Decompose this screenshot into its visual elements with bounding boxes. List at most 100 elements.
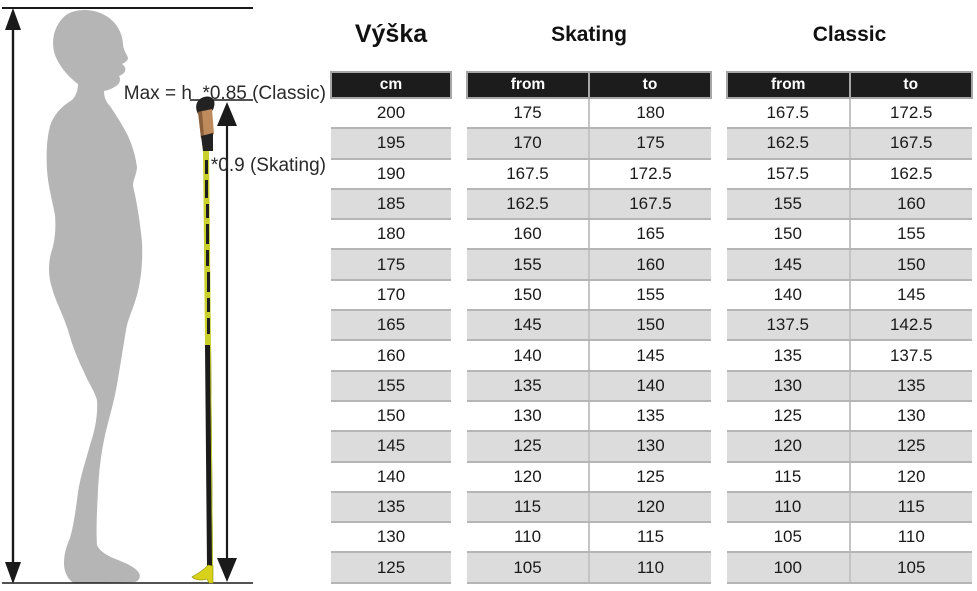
- skating-table-title: Skating: [551, 23, 627, 46]
- table-cell: 105: [849, 552, 972, 584]
- table-row: 120 125: [467, 461, 711, 493]
- table-cell: 167.5: [589, 188, 711, 221]
- table-cell: 180: [331, 219, 451, 251]
- table-cell: 157.5: [727, 158, 851, 190]
- table-row: 150: [331, 400, 451, 433]
- table-cell: 135: [849, 370, 972, 402]
- classic-table: from to 167.5 172.5 162.5 167.5 157.5 162.5 155…: [726, 71, 973, 584]
- height-measure-arrow: [5, 8, 21, 584]
- table-row: 195: [331, 128, 451, 160]
- table-row: 160 165: [467, 219, 711, 251]
- table-cell: 130: [467, 400, 590, 433]
- table-cell: 150: [849, 249, 972, 281]
- table-cell: 150: [589, 310, 711, 342]
- table-row: 125 130: [727, 400, 972, 433]
- table-cell: 162.5: [727, 128, 851, 160]
- table-cell: 155: [331, 370, 451, 402]
- table-cell: 167.5: [727, 98, 851, 130]
- table-cell: 125: [467, 431, 590, 463]
- table-cell: 160: [467, 219, 590, 251]
- table-row: 140: [331, 461, 451, 493]
- table-cell: 180: [589, 98, 711, 130]
- height-table-section: Výška cm 200 195 190 185 180 175 170 165 160 155 1…: [330, 0, 452, 591]
- table-row: 125: [331, 552, 451, 584]
- table-cell: 135: [467, 370, 590, 402]
- table-row: 167.5 172.5: [467, 158, 711, 190]
- ski-pole-illustration: [191, 96, 215, 584]
- table-cell: 135: [727, 340, 851, 372]
- table-cell: 110: [467, 522, 590, 554]
- table-row: 190: [331, 158, 451, 190]
- table-cell: 140: [589, 370, 711, 402]
- table-row: 140 145: [727, 279, 972, 312]
- classic-table-section: Classic from to 167.5 172.5 162.5 167.5 157.5…: [726, 0, 973, 591]
- table-cell: 105: [727, 522, 851, 554]
- pole-shaft-upper: [203, 151, 211, 345]
- table-header-row: from to: [726, 71, 973, 99]
- pole-grip-shadow: [198, 111, 204, 138]
- table-cell: 200: [331, 98, 451, 130]
- table-cell: 120: [467, 461, 590, 493]
- pole-length-formula-line1: Max = h *0.85 (Classic): [123, 83, 326, 104]
- table-row: 170: [331, 279, 451, 312]
- table-cell: 135: [589, 400, 711, 433]
- table-cell: 172.5: [589, 158, 711, 190]
- table-cell: 125: [589, 461, 711, 493]
- table-cell: 110: [589, 552, 711, 584]
- table-row: 145: [331, 431, 451, 463]
- table-cell: 110: [727, 491, 851, 524]
- table-cell: 175: [589, 128, 711, 160]
- person-silhouette: [46, 10, 143, 583]
- table-row: 175 180: [467, 98, 711, 130]
- table-cell: 160: [589, 249, 711, 281]
- table-row: 137.5 142.5: [727, 310, 972, 342]
- table-row: 165: [331, 310, 451, 342]
- table-cell: 160: [331, 340, 451, 372]
- table-cell: 125: [727, 400, 851, 433]
- table-cell: 140: [467, 340, 590, 372]
- pole-brand-marks: [205, 160, 210, 334]
- table-cell: 130: [331, 522, 451, 554]
- table-row: 150 155: [467, 279, 711, 312]
- table-cell: 165: [589, 219, 711, 251]
- table-cell: 120: [727, 431, 851, 463]
- pole-length-formula: Max = h *0.85 (Classic) *0.9 (Skating): [124, 34, 326, 226]
- table-cell: 105: [467, 552, 590, 584]
- measurement-diagram: [2, 7, 253, 584]
- pole-shaft-highlight: [210, 344, 213, 567]
- table-row: 130 135: [727, 370, 972, 402]
- table-row: 167.5 172.5: [727, 98, 972, 130]
- column-header: cm: [330, 71, 452, 99]
- table-cell: 145: [331, 431, 451, 463]
- table-cell: 140: [727, 279, 851, 312]
- table-row: 200: [331, 98, 451, 130]
- pole-measure-arrow: [217, 102, 237, 582]
- table-row: 105 110: [467, 552, 711, 584]
- table-cell: 120: [849, 461, 972, 493]
- height-table-title: Výška: [354, 20, 428, 48]
- table-cell: 150: [331, 400, 451, 433]
- table-cell: 170: [467, 128, 590, 160]
- table-cell: 185: [331, 188, 451, 221]
- table-row: 160: [331, 340, 451, 372]
- table-cell: 110: [849, 522, 972, 554]
- table-cell: 130: [727, 370, 851, 402]
- table-cell: 172.5: [849, 98, 972, 130]
- figure-panel: Max = h *0.85 (Classic) *0.9 (Skating): [0, 0, 330, 591]
- table-cell: 145: [727, 249, 851, 281]
- classic-table-title: Classic: [812, 23, 887, 46]
- table-cell: 195: [331, 128, 451, 160]
- table-cell: 130: [589, 431, 711, 463]
- table-cell: 155: [727, 188, 851, 221]
- table-row: 155 160: [727, 188, 972, 221]
- table-row: 120 125: [727, 431, 972, 463]
- table-cell: 142.5: [849, 310, 972, 342]
- table-cell: 115: [727, 461, 851, 493]
- table-row: 130 135: [467, 400, 711, 433]
- table-row: 135 137.5: [727, 340, 972, 372]
- table-cell: 115: [589, 522, 711, 554]
- table-cell: 130: [849, 400, 972, 433]
- table-row: 180: [331, 219, 451, 251]
- column-header: from: [726, 71, 851, 99]
- table-cell: 125: [331, 552, 451, 584]
